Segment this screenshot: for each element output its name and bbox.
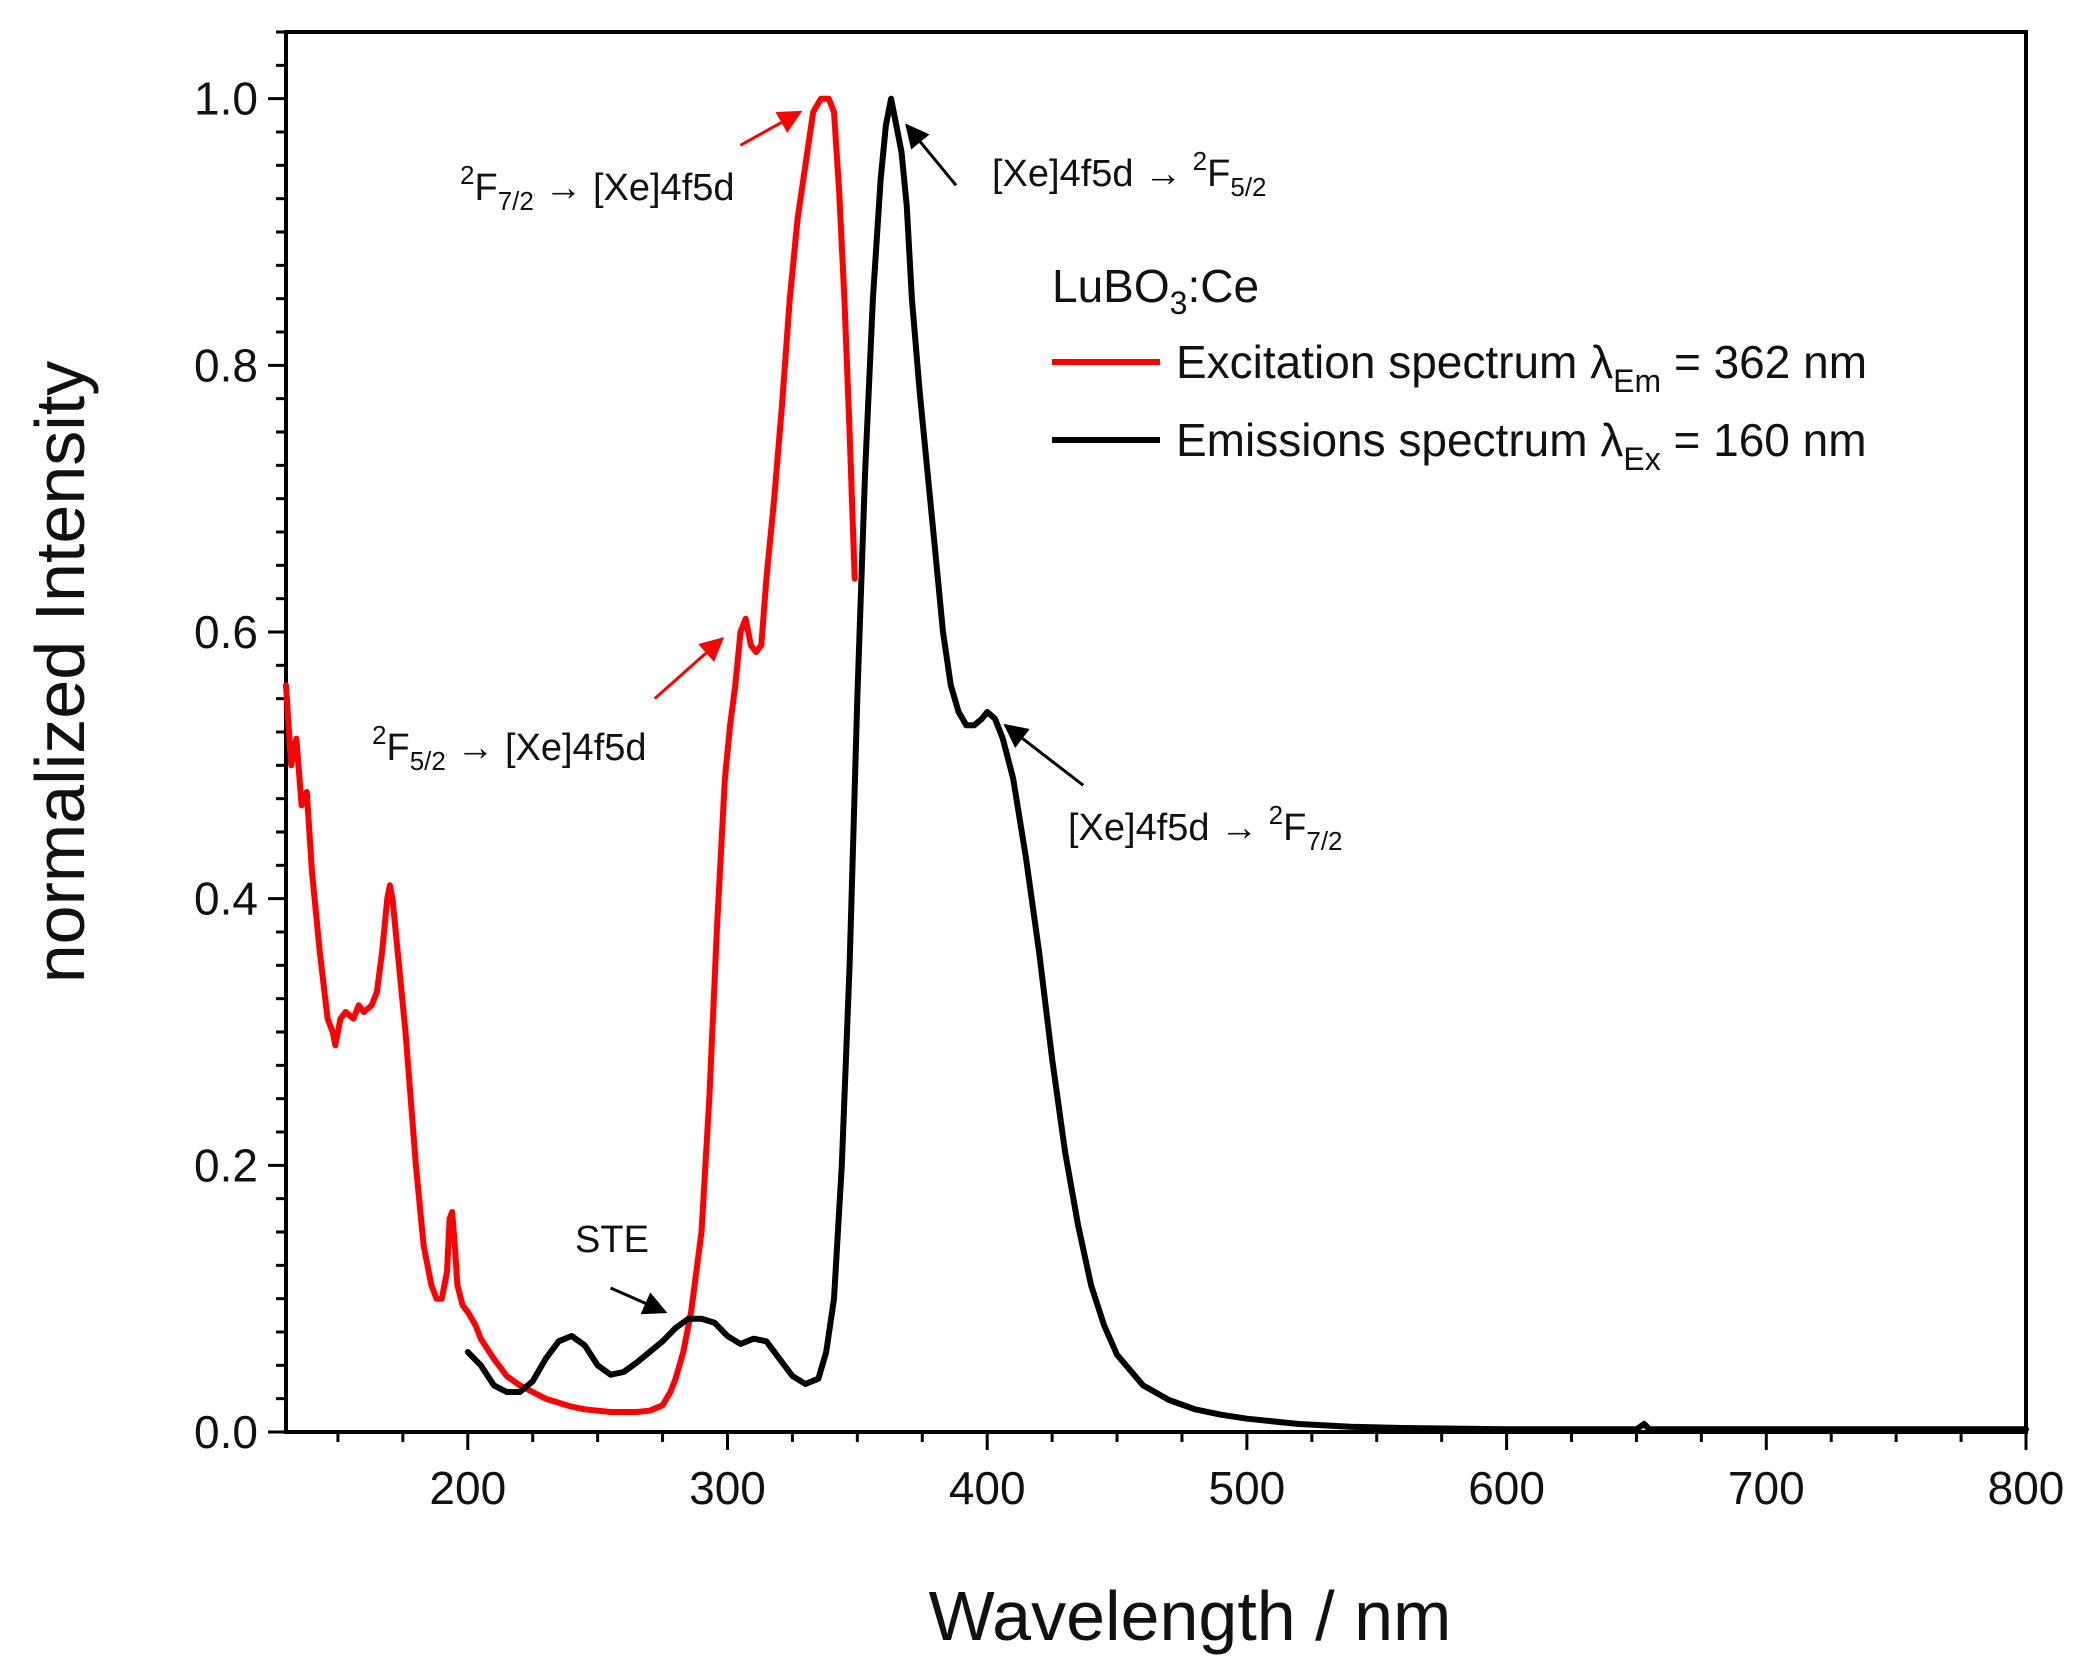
y-tick-label: 0.4 <box>194 873 258 925</box>
annotation-label-a3: 2F5/2 → [Xe]4f5d <box>372 720 647 776</box>
y-tick-label: 0.2 <box>194 1139 258 1191</box>
x-tick-label: 300 <box>689 1462 766 1514</box>
y-tick-label: 1.0 <box>194 73 258 125</box>
x-tick-label: 400 <box>949 1462 1026 1514</box>
x-tick-label: 700 <box>1728 1462 1805 1514</box>
y-tick-label: 0.0 <box>194 1406 258 1458</box>
annotation-layer: 2F7/2 → [Xe]4f5d [Xe]4f5d → 2F5/2 2F5/2 → … <box>372 110 1343 1315</box>
annotation-label-a2: [Xe]4f5d → 2F5/2 <box>992 146 1267 202</box>
y-tick-label: 0.8 <box>194 339 258 391</box>
annotation-arrow-a5 <box>610 1286 668 1315</box>
legend-label-excitation: Excitation spectrum λEm = 362 nm <box>1176 336 1867 399</box>
emission-series-line <box>464 95 2029 1433</box>
x-tick-label: 800 <box>1988 1462 2065 1514</box>
x-tick-label: 500 <box>1209 1462 1286 1514</box>
annotation-arrow-a2 <box>905 123 958 187</box>
legend-title: LuBO3:Ce <box>1052 260 1259 321</box>
excitation-series-line <box>283 95 858 1415</box>
series-layer <box>283 95 2029 1433</box>
legend: LuBO3:Ce Excitation spectrum λEm = 362 n… <box>1052 260 1867 477</box>
y-axis-ticks: 0.0 0.2 0.4 0.6 0.8 1.0 <box>194 30 286 1458</box>
y-tick-label: 0.6 <box>194 606 258 658</box>
x-tick-label: 600 <box>1468 1462 1545 1514</box>
annotation-arrow-a1 <box>739 110 803 147</box>
annotation-label-a1: 2F7/2 → [Xe]4f5d <box>460 160 735 216</box>
annotation-arrow-a4 <box>1003 723 1085 787</box>
annotation-label-a4: [Xe]4f5d → 2F7/2 <box>1068 800 1343 856</box>
x-tick-label: 200 <box>429 1462 506 1514</box>
annotation-arrow-a3 <box>653 637 725 700</box>
legend-label-emission: Emissions spectrum λEx = 160 nm <box>1176 414 1867 477</box>
x-axis-label: Wavelength / nm <box>929 1577 1452 1655</box>
x-axis-ticks: 200 300 400 500 600 700 800 <box>336 1432 2065 1514</box>
annotation-label-a5: STE <box>575 1219 649 1261</box>
y-axis-label: normalized Intensity <box>21 361 99 984</box>
